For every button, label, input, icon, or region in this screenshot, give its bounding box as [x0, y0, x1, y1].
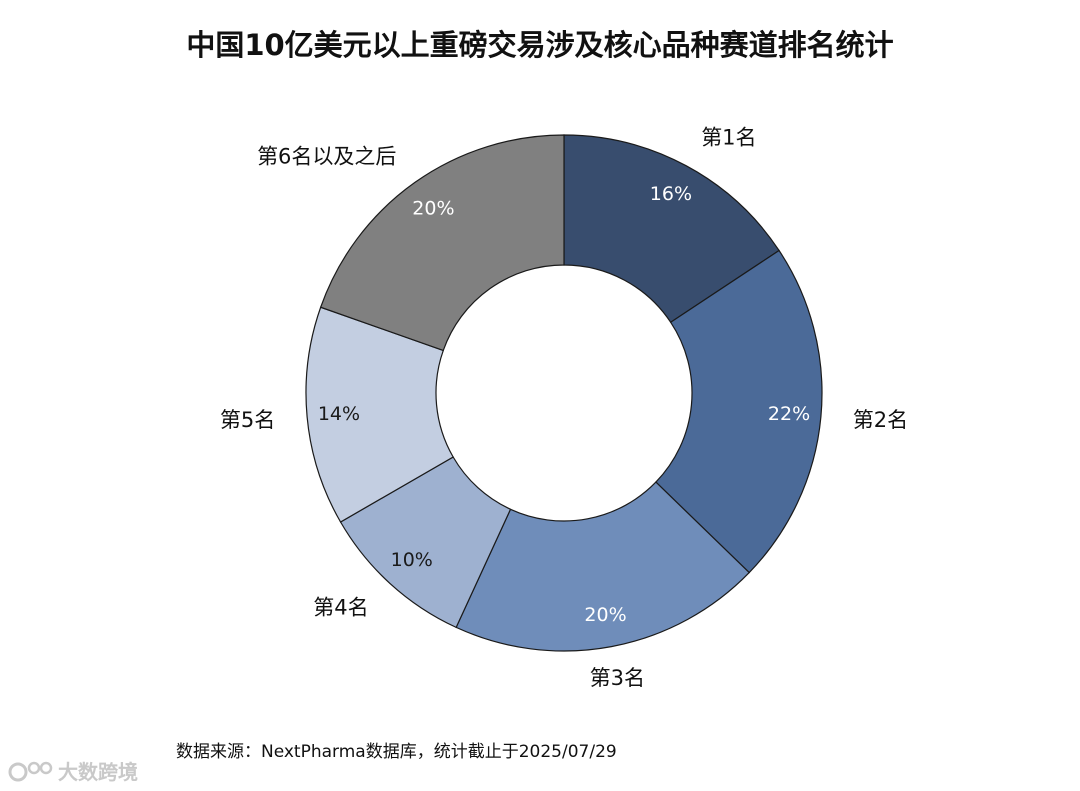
slice-value-label: 14% [318, 403, 360, 425]
slice-value-label: 20% [584, 604, 626, 626]
donut-slice [655, 249, 823, 574]
slice-category-label: 第5名 [220, 408, 275, 432]
donut-slice [455, 481, 751, 652]
donut-slice [319, 134, 565, 352]
slice-value-label: 16% [650, 183, 692, 205]
slice-category-label: 第4名 [313, 595, 368, 619]
slice-value-label: 20% [412, 198, 454, 220]
slice-category-label: 第1名 [701, 126, 756, 150]
watermark: 大数跨境 [8, 756, 138, 785]
slice-value-label: 10% [391, 549, 433, 571]
slice-category-label: 第2名 [853, 408, 908, 432]
donut-slice [305, 306, 454, 523]
brand-logo-icon [8, 761, 53, 781]
slice-category-label: 第6名以及之后 [257, 144, 396, 168]
chart-slices [305, 134, 823, 652]
watermark-text: 大数跨境 [58, 760, 138, 784]
donut-slice [563, 134, 780, 324]
chart-title: 中国10亿美元以上重磅交易涉及核心品种赛道排名统计 [186, 28, 894, 62]
data-source-note: 数据来源：NextPharma数据库，统计截止于2025/07/29 [176, 742, 617, 762]
chart-value-labels: 16% 22% 20% 10% 14% 20% [318, 183, 810, 626]
slice-value-label: 22% [768, 403, 810, 425]
slice-category-label: 第3名 [590, 666, 645, 690]
